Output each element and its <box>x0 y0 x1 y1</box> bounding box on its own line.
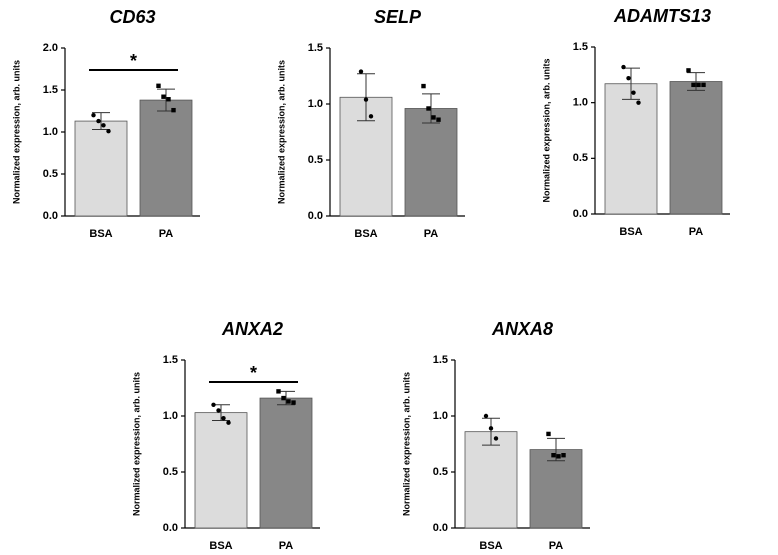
y-tick-label: 1.5 <box>573 41 588 53</box>
y-axis-label: Normalized expression, arb. units <box>541 58 551 202</box>
data-point <box>96 118 101 124</box>
y-tick-label: 1.5 <box>433 354 448 366</box>
y-tick-label: 0.5 <box>43 168 58 180</box>
data-point <box>631 90 636 95</box>
data-point <box>551 453 556 458</box>
y-tick-label: 1.0 <box>43 126 58 138</box>
chart-title: ANXA8 <box>491 319 553 339</box>
y-axis-label: Normalized expression, arb. units <box>276 60 286 204</box>
data-point <box>691 82 696 88</box>
data-point <box>556 454 561 459</box>
y-tick-label: 1.5 <box>163 354 178 366</box>
y-tick-label: 1.0 <box>163 410 178 422</box>
x-tick-label: BSA <box>89 228 112 240</box>
bar <box>139 99 193 217</box>
y-axis-label: Normalized expression, arb. units <box>401 372 411 516</box>
chart-title: CD63 <box>109 7 155 27</box>
data-point <box>488 426 494 431</box>
y-tick-label: 0.0 <box>573 208 588 220</box>
data-point <box>368 114 374 119</box>
y-tick-label: 1.5 <box>43 84 58 96</box>
data-point <box>91 113 96 118</box>
data-point <box>171 107 176 113</box>
data-point <box>546 431 551 437</box>
bar <box>604 83 658 215</box>
data-point <box>421 83 426 89</box>
bar <box>194 412 248 529</box>
data-point <box>156 83 161 88</box>
data-point <box>358 69 364 74</box>
chart-title: ADAMTS13 <box>613 6 711 26</box>
y-tick-label: 0.5 <box>433 466 448 478</box>
x-tick-label: PA <box>279 540 294 552</box>
data-point <box>696 82 701 88</box>
significance-star: * <box>250 363 257 383</box>
data-point <box>686 68 691 73</box>
y-tick-label: 0.5 <box>163 466 178 478</box>
y-tick-label: 2.0 <box>43 42 58 54</box>
bar <box>529 449 583 529</box>
y-tick-label: 0.5 <box>308 154 323 166</box>
y-tick-label: 0.0 <box>433 522 448 534</box>
data-point <box>636 100 641 105</box>
data-point <box>216 408 221 413</box>
y-tick-label: 1.5 <box>308 42 323 54</box>
y-tick-label: 0.5 <box>573 152 588 164</box>
y-tick-label: 0.0 <box>308 210 323 222</box>
x-tick-label: BSA <box>209 540 232 552</box>
data-point <box>166 97 171 102</box>
y-tick-label: 0.0 <box>43 210 58 222</box>
data-point <box>101 123 106 128</box>
bar <box>464 431 518 529</box>
x-tick-label: BSA <box>354 228 377 240</box>
y-tick-label: 1.0 <box>433 410 448 422</box>
data-point <box>106 128 111 134</box>
y-tick-label: 0.0 <box>163 522 178 534</box>
significance-star: * <box>130 51 137 71</box>
y-axis-label: Normalized expression, arb. units <box>11 60 21 204</box>
x-tick-label: BSA <box>619 226 642 238</box>
chart-title: ANXA2 <box>221 319 283 339</box>
data-point <box>286 399 291 404</box>
data-point <box>276 389 281 394</box>
data-point <box>363 97 369 102</box>
data-point <box>483 413 489 419</box>
data-point <box>281 395 286 401</box>
data-point <box>211 402 216 407</box>
data-point <box>621 64 626 70</box>
y-axis-label: Normalized expression, arb. units <box>131 372 141 516</box>
x-tick-label: PA <box>549 540 564 552</box>
y-tick-label: 1.0 <box>308 98 323 110</box>
bar <box>259 397 313 529</box>
data-point <box>291 400 296 405</box>
data-point <box>426 106 431 111</box>
data-point <box>436 117 441 122</box>
data-point <box>701 82 706 88</box>
data-point <box>221 416 226 421</box>
data-point <box>226 420 231 425</box>
data-point <box>561 453 566 458</box>
data-point <box>493 436 499 441</box>
data-point <box>161 94 166 99</box>
x-tick-label: BSA <box>479 540 502 552</box>
bar <box>669 81 723 215</box>
y-tick-label: 1.0 <box>573 97 588 109</box>
x-tick-label: PA <box>689 226 704 238</box>
x-tick-label: PA <box>159 228 174 240</box>
data-point <box>626 75 631 81</box>
chart-title: SELP <box>374 7 422 27</box>
bar <box>74 120 128 217</box>
x-tick-label: PA <box>424 228 439 240</box>
data-point <box>431 115 436 120</box>
bar <box>404 108 458 217</box>
